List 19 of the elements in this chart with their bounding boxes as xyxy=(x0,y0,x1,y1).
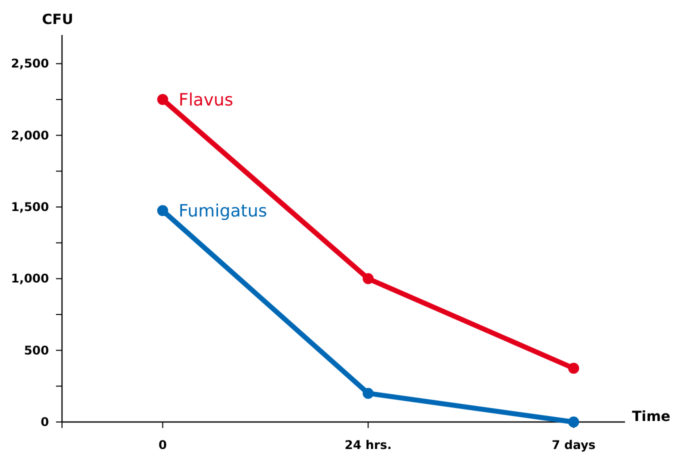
x-tick-label: 0 xyxy=(158,438,167,452)
point xyxy=(157,205,168,216)
point xyxy=(568,362,580,374)
y-axis-title: CFU xyxy=(42,12,74,28)
x-tick-label: 24 hrs. xyxy=(344,438,392,452)
y-tick-label: 2,000 xyxy=(11,128,49,142)
point xyxy=(568,416,580,428)
x-tick-label: 7 days xyxy=(552,438,596,452)
x-axis-title: Time xyxy=(632,409,670,425)
point xyxy=(157,94,168,105)
series-label: Fumigatus xyxy=(178,202,268,222)
y-tick-label: 0 xyxy=(40,415,49,429)
point xyxy=(362,273,374,284)
y-tick-label: 2,500 xyxy=(11,56,49,71)
y-tick-label: 1,500 xyxy=(11,200,49,214)
series-label: Flavus xyxy=(178,90,234,110)
y-tick-label: 500 xyxy=(24,343,49,358)
point xyxy=(362,388,374,399)
y-tick-label: 1,000 xyxy=(11,272,49,286)
